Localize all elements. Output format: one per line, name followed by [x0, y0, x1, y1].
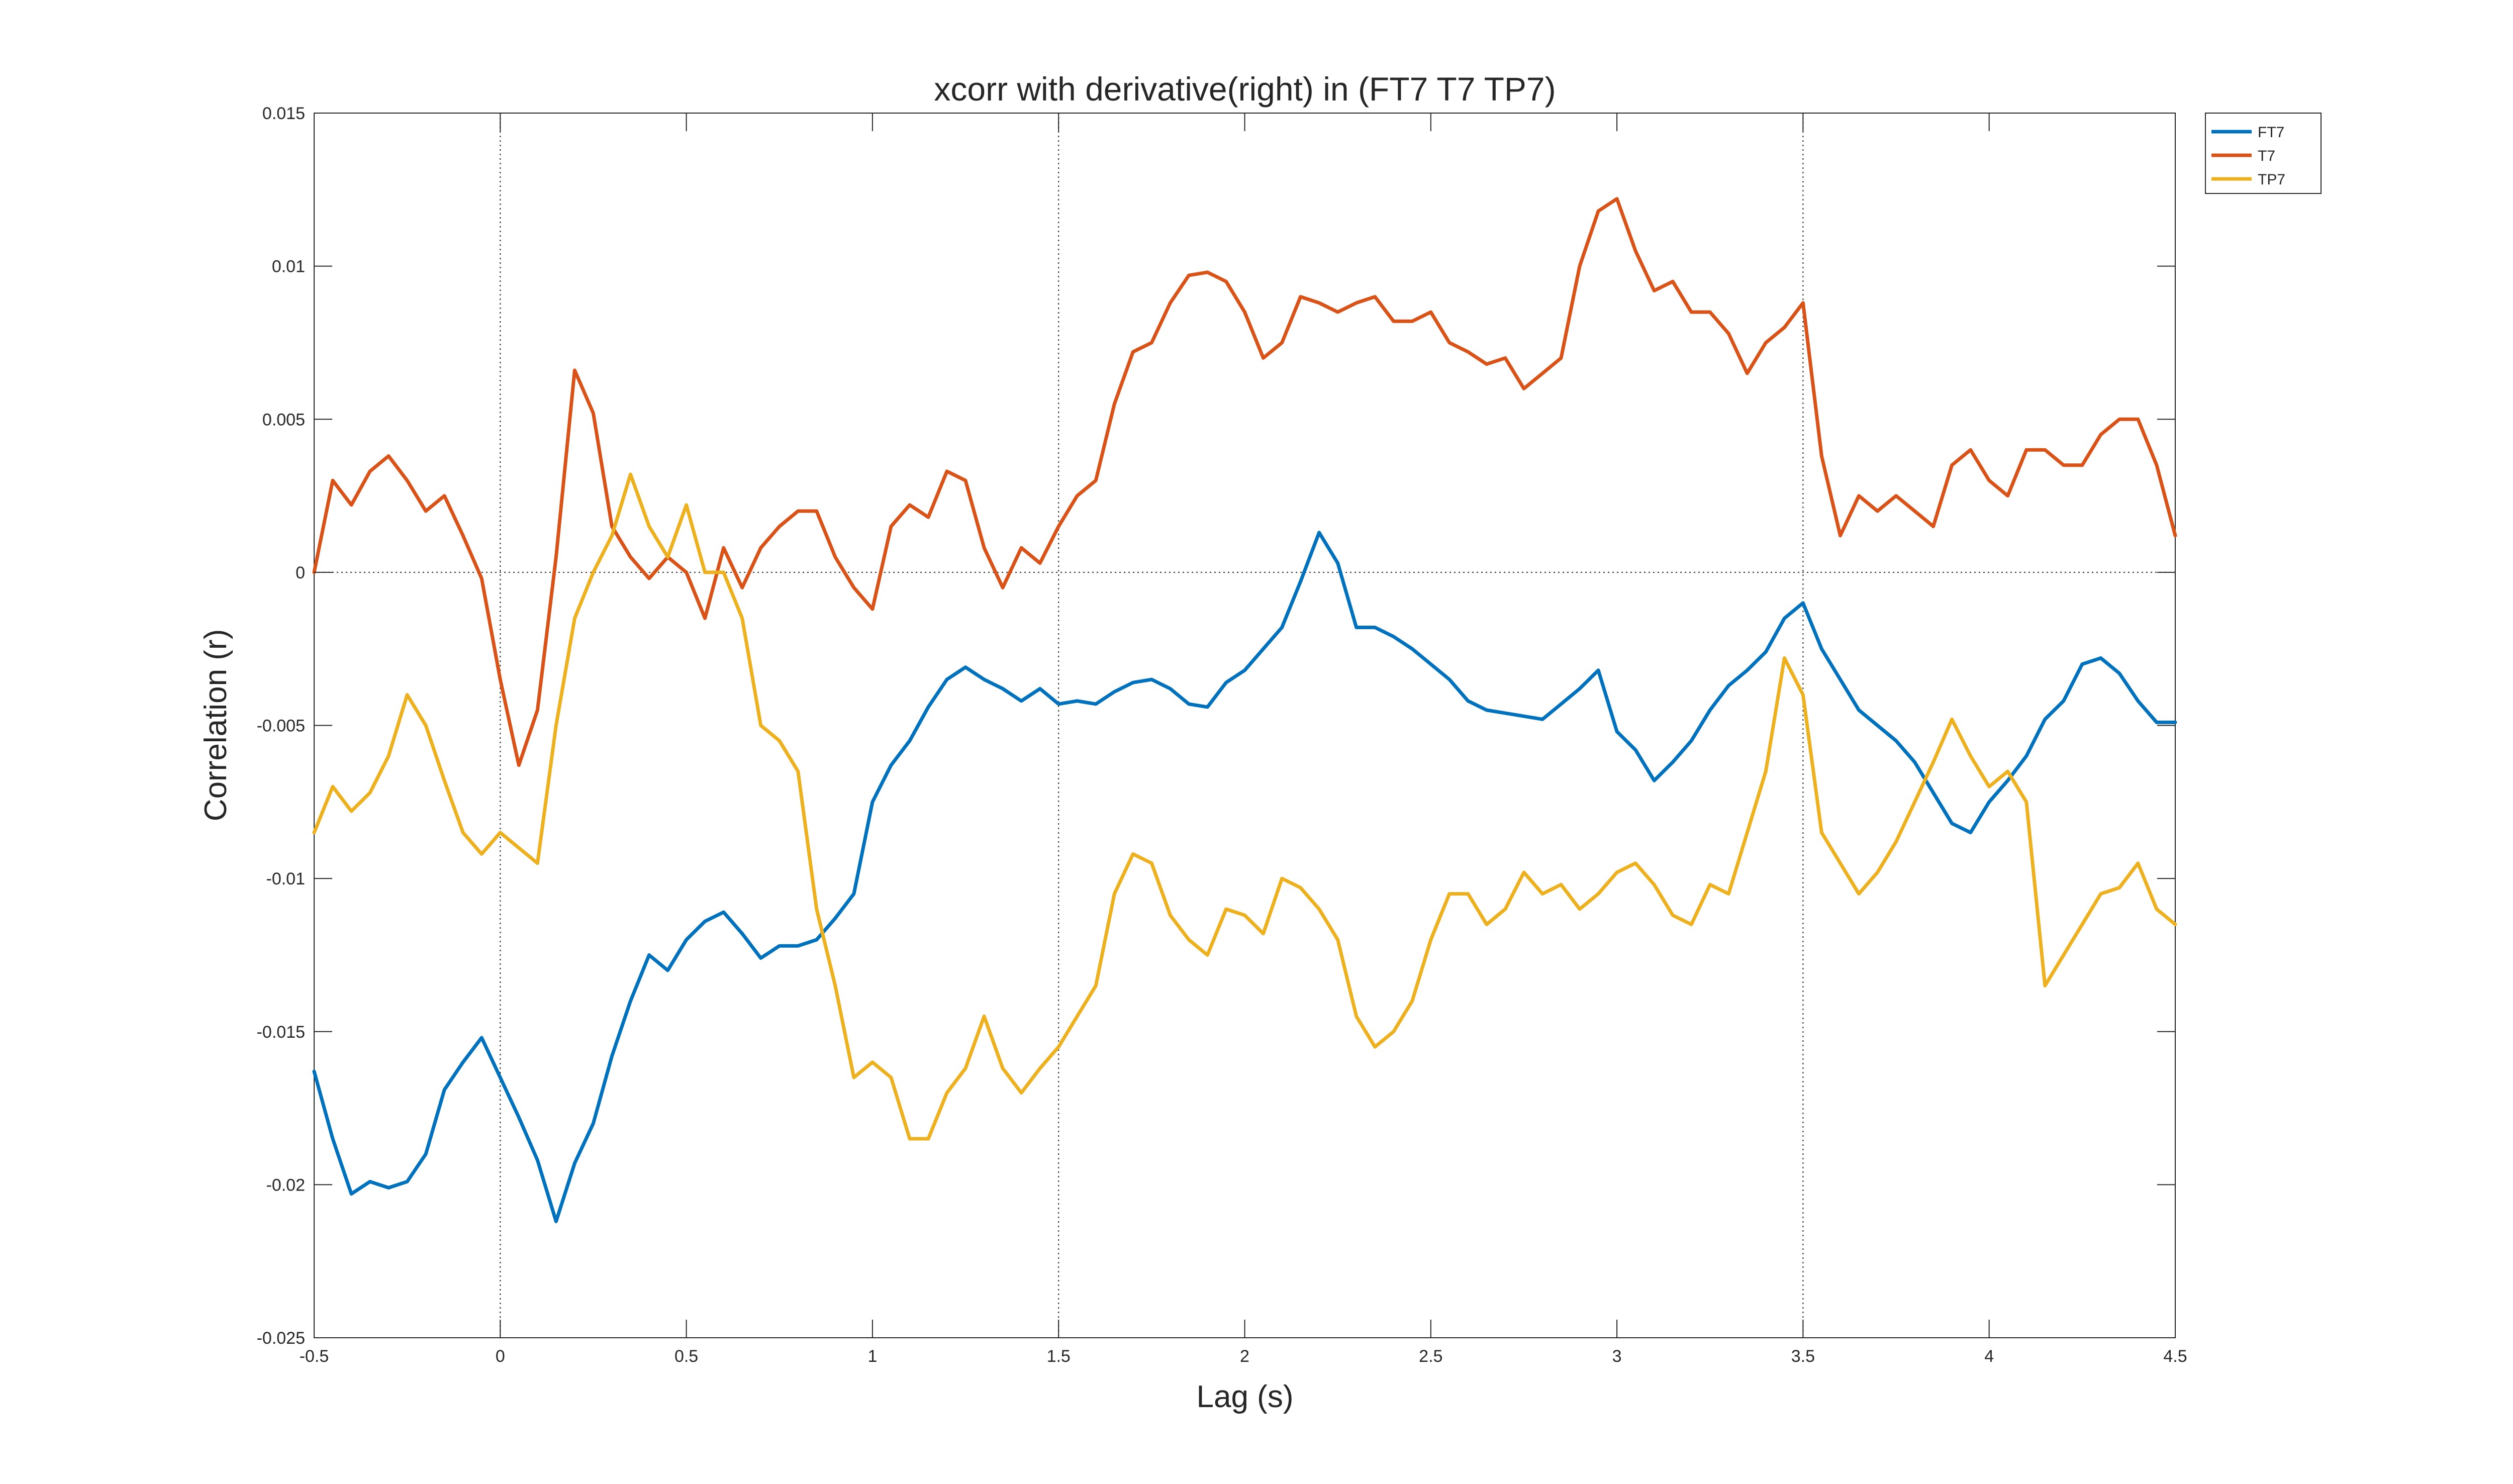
x-tick-label: 3.5: [1791, 1347, 1815, 1366]
y-tick-label: -0.025: [257, 1329, 305, 1348]
x-tick-label: 3: [1612, 1347, 1622, 1366]
chart-title: xcorr with derivative(right) in (FT7 T7 …: [934, 70, 1556, 108]
y-tick-label: 0.005: [262, 410, 305, 429]
series-line-t7: [312, 197, 2177, 767]
y-tick-label: 0: [296, 563, 305, 582]
y-tick-label: 0.015: [262, 104, 305, 123]
x-tick-label: 2: [1240, 1347, 1249, 1366]
plot-box: [314, 113, 2176, 1338]
y-tick-label: -0.02: [266, 1175, 306, 1195]
plot-area: -0.5 0 0.5 1 1.5 2 2.5 3 3.5 4 4.5 -0.025-0.02-0.0…: [257, 104, 2187, 1366]
legend-label-ft7: FT7: [2258, 124, 2284, 141]
y-axis-label: Correlation (r): [199, 629, 233, 821]
x-axis-label: Lag (s): [1197, 1379, 1294, 1414]
series-line-ft7: [312, 531, 2177, 1223]
y-axis-ticks: -0.025 -0.02 -0.015 -0.01 -0.005 0 0.005 0.01 0.…: [257, 104, 2175, 1348]
series-lines: [312, 197, 2177, 1223]
x-tick-label: 1.5: [1047, 1347, 1071, 1366]
y-tick-label: -0.01: [266, 869, 306, 888]
x-axis-ticks: -0.5 0 0.5 1 1.5 2 2.5 3 3.5 4 4.5: [300, 113, 2187, 1366]
x-tick-label: 4: [1984, 1347, 1994, 1366]
x-tick-label: 4.5: [2163, 1347, 2187, 1366]
y-tick-label: -0.005: [257, 717, 305, 736]
x-tick-label: 1: [867, 1347, 877, 1366]
series-line-tp7: [312, 472, 2177, 1141]
y-tick-label: 0.01: [272, 257, 305, 276]
legend: FT7 T7 TP7: [2205, 113, 2322, 194]
x-tick-label: 0: [496, 1347, 505, 1366]
x-tick-label: -0.5: [300, 1347, 329, 1366]
x-tick-label: 0.5: [674, 1347, 698, 1366]
y-tick-label: -0.015: [257, 1023, 305, 1042]
legend-label-tp7: TP7: [2258, 171, 2285, 188]
x-tick-label: 2.5: [1419, 1347, 1442, 1366]
legend-label-t7: T7: [2258, 148, 2275, 164]
